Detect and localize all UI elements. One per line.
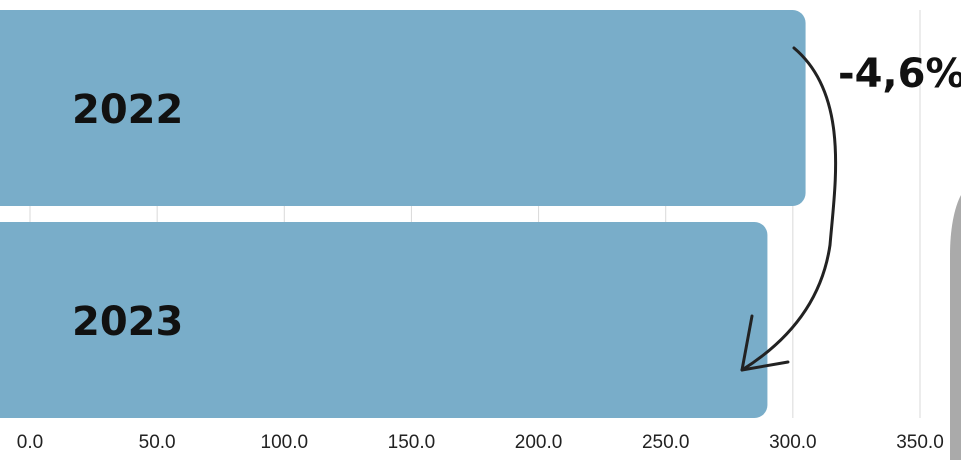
x-tick-label: 250.0 — [642, 432, 690, 453]
x-tick-label: 150.0 — [388, 432, 436, 453]
x-tick-label: 200.0 — [515, 432, 563, 453]
bar-2023 — [0, 222, 768, 418]
x-axis-tick-labels: 0.0 50.0 100.0 150.0 200.0 250.0 300.0 350.0 — [17, 432, 944, 453]
change-annotation: -4,6% — [838, 51, 961, 97]
bar-2022 — [0, 10, 806, 206]
bars — [0, 10, 806, 418]
change-arrow — [740, 46, 838, 372]
x-tick-label: 350.0 — [896, 432, 944, 453]
x-tick-label: 300.0 — [769, 432, 817, 453]
x-tick-label: 0.0 — [17, 432, 43, 453]
bar-label-2022: 2022 — [72, 87, 183, 133]
x-tick-label: 100.0 — [261, 432, 309, 453]
side-decoration — [950, 195, 961, 460]
bar-label-2023: 2023 — [72, 299, 183, 345]
arrow-head — [740, 314, 790, 372]
x-tick-label: 50.0 — [139, 432, 176, 453]
bar-labels: 2022 2023 — [72, 87, 183, 345]
arrow-shaft — [740, 46, 838, 372]
